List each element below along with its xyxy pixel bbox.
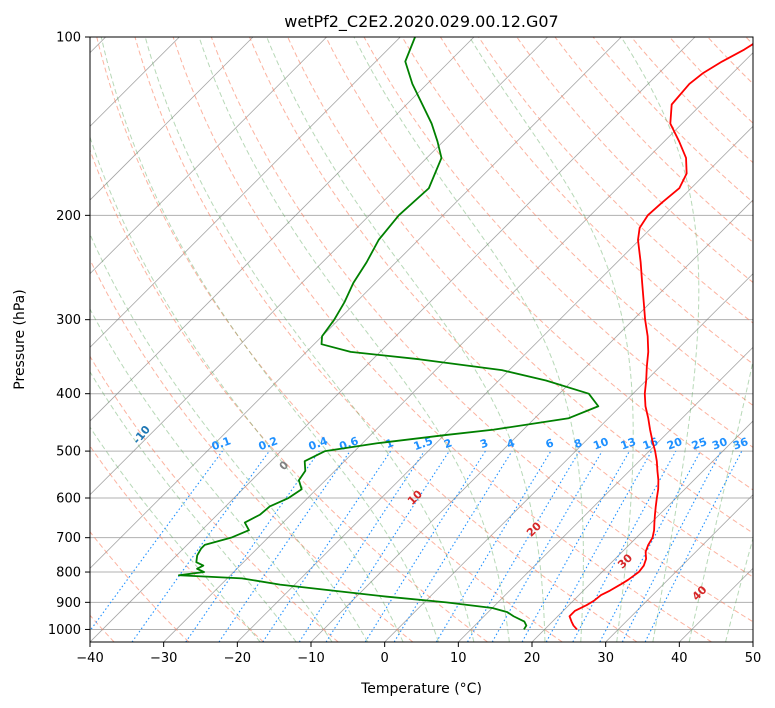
mixing-ratio-label: 36 [731, 435, 750, 453]
x-axis-label: Temperature (°C) [360, 681, 482, 697]
mixing-ratio-line [131, 450, 270, 642]
mixing-ratio-label: 10 [591, 435, 610, 453]
isotherm-line [90, 37, 696, 642]
mixing-ratio-label: 8 [572, 436, 584, 451]
x-tick-label: −30 [150, 651, 177, 666]
mixing-ratio-line [325, 450, 450, 642]
mixing-ratio-label: 0.4 [307, 434, 330, 453]
y-axis-label: Pressure (hPa) [12, 289, 28, 389]
moist-adiabat-line [353, 37, 584, 642]
mixing-ratio-line [185, 450, 320, 642]
moist-adiabat-line [144, 37, 475, 642]
mixing-ratio-line [393, 450, 513, 642]
x-tick-label: 30 [597, 651, 614, 666]
mixing-ratio-label: 30 [710, 435, 729, 453]
mixing-ratio-label: 2 [442, 436, 454, 451]
isotherm-line [90, 37, 327, 275]
y-tick-label: 800 [56, 566, 81, 581]
mixing-ratio-label: 25 [690, 435, 709, 452]
isotherm-line [163, 52, 753, 642]
y-tick-label: 1000 [48, 623, 81, 638]
mixing-ratio-label: 16 [641, 435, 660, 453]
dry-adiabat-line [172, 37, 712, 642]
mixing-ratio-line [298, 450, 425, 642]
mixing-ratio-label: 20 [665, 435, 684, 453]
isotherm-line [605, 494, 753, 642]
dry-adiabat-line [90, 531, 190, 642]
plot-area [90, 37, 753, 642]
chart-title: wetPf2_C2E2.2020.029.00.12.G07 [284, 12, 558, 32]
y-tick-label: 100 [56, 31, 81, 46]
dry-adiabat-line [401, 37, 753, 406]
x-tick-label: −10 [297, 651, 324, 666]
mixing-ratio-line [218, 450, 351, 642]
mixing-ratio-line [572, 450, 677, 642]
dry-adiabat-line [134, 37, 638, 642]
mixing-ratio-label: 6 [544, 436, 556, 451]
mixing-ratio-label: 13 [619, 435, 638, 452]
mixing-ratio-label: 4 [505, 436, 517, 451]
mixing-ratio-line [90, 450, 223, 632]
moist-adiabat-line [90, 233, 369, 642]
moist-adiabat-line [90, 135, 404, 642]
temperature-profile-line [568, 43, 753, 631]
moist-adiabat-line [198, 37, 510, 642]
x-tick-label: 40 [671, 651, 688, 666]
isotherm-line [237, 125, 753, 642]
dry-adiabat-line [96, 37, 563, 642]
moist-adiabat-line [100, 37, 439, 642]
dry-adiabat-line [90, 445, 264, 642]
y-tick-label: 900 [56, 596, 81, 611]
mixing-ratio-label: 0.2 [257, 434, 280, 453]
moist-adiabat-line [266, 37, 546, 642]
dry-adiabat-line [210, 37, 753, 623]
dry-adiabat-line [90, 148, 488, 642]
y-tick-label: 300 [56, 313, 81, 328]
plot-frame [89, 36, 754, 643]
isotherm-line [531, 420, 753, 642]
y-tick-label: 500 [56, 445, 81, 460]
dry-adiabat-line [249, 37, 753, 578]
moist-adiabat-line [620, 37, 700, 642]
moist-adiabat-line [688, 358, 753, 642]
mixing-ratio-label: 3 [478, 436, 490, 451]
isotherm-line [752, 641, 753, 642]
isotherm-line [384, 273, 753, 642]
x-tick-label: −40 [76, 651, 103, 666]
y-tick-label: 400 [56, 387, 81, 402]
mixing-ratio-line [644, 450, 743, 642]
x-tick-label: −20 [224, 651, 251, 666]
x-tick-label: 50 [745, 651, 762, 666]
mixing-ratio-line [545, 450, 653, 642]
x-tick-label: 20 [524, 651, 541, 666]
isotherm-line [90, 37, 254, 201]
dry-adiabat-line [325, 37, 753, 491]
dry-adiabat-line [90, 258, 414, 642]
isotherm-line [458, 346, 753, 642]
isotherm-line [90, 37, 622, 569]
dewpoint-profile-line [177, 37, 600, 630]
dry-adiabat-line [516, 37, 753, 284]
dry-adiabat-line [439, 37, 753, 365]
y-tick-label: 700 [56, 531, 81, 546]
x-tick-label: 0 [381, 651, 389, 666]
y-tick-label: 200 [56, 209, 81, 224]
moist-adiabat-line [90, 426, 261, 642]
mixing-ratio-line [521, 450, 630, 642]
mixing-ratio-label: 0.1 [210, 434, 233, 453]
mixing-ratio-label: 1 [384, 436, 396, 451]
y-tick-label: 600 [56, 492, 81, 507]
isotherm-line [90, 37, 548, 496]
moist-adiabat-line [725, 536, 753, 642]
x-tick-label: 10 [450, 651, 467, 666]
isotherm-line [310, 199, 753, 642]
dry-adiabat-line [90, 355, 339, 642]
isotherm-line [90, 37, 475, 422]
moist-adiabat-line [90, 308, 333, 642]
mixing-ratio-line [262, 450, 392, 642]
